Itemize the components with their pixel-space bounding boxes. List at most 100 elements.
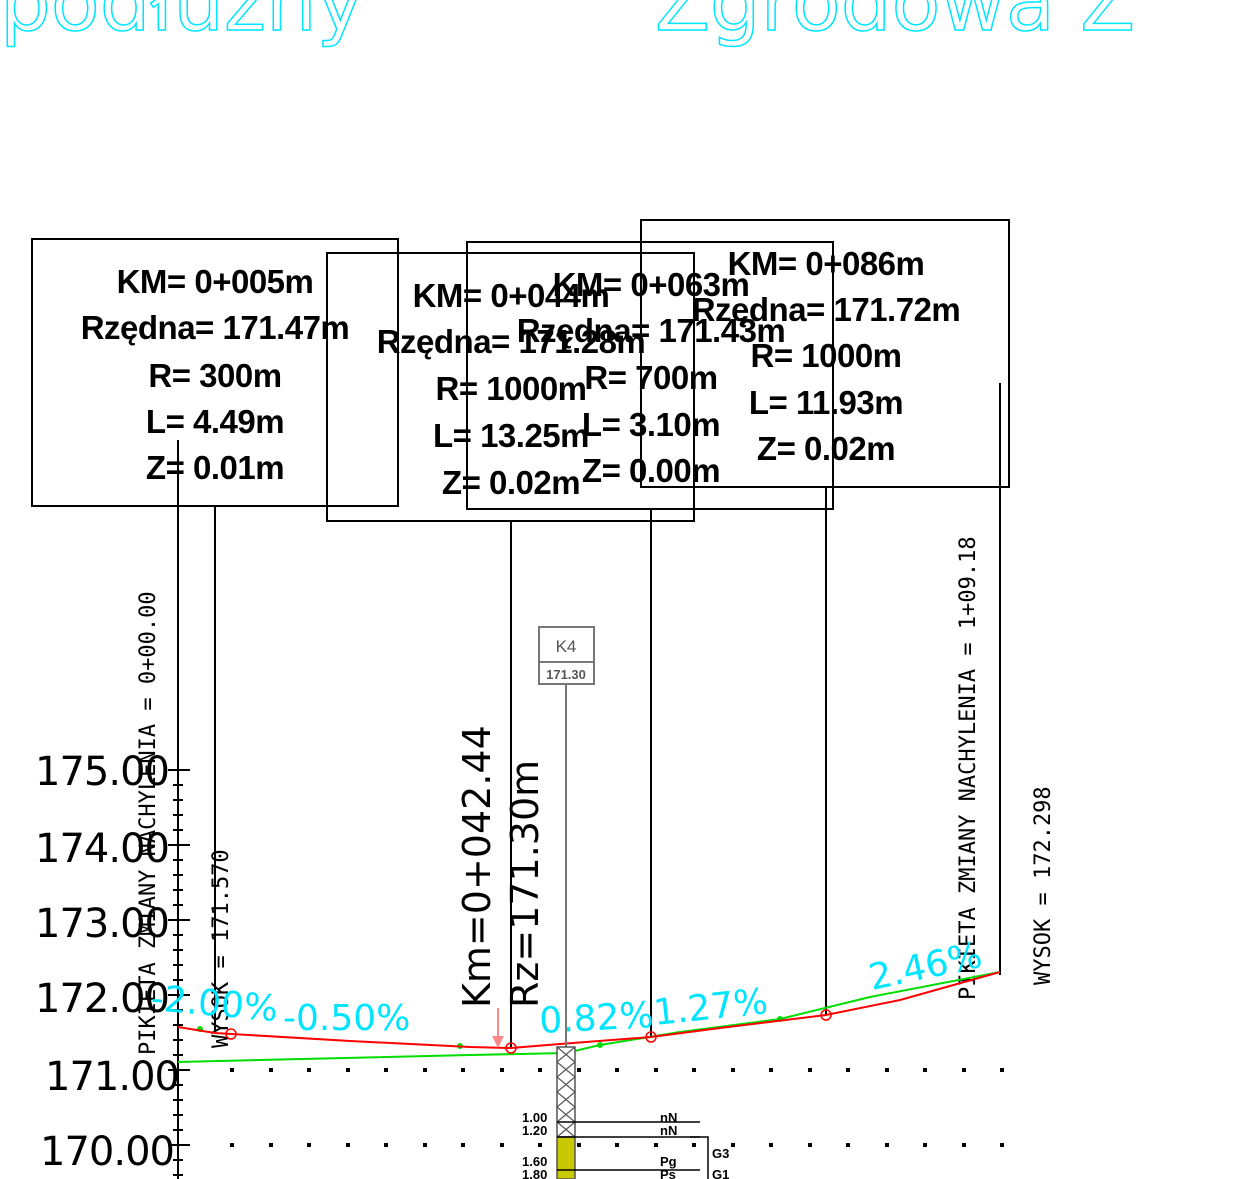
axis-label-175: 175.00 (35, 749, 169, 795)
lowpoint-rz-label: Rz=171.30m (503, 760, 547, 1008)
well-elevation: 171.30 (546, 667, 586, 682)
axis-label-170: 170.00 (40, 1129, 174, 1175)
curve-4-z: Z= 0.02m (757, 430, 895, 467)
borehole-column (556, 1046, 576, 1179)
curve-box-4-text: KM= 0+086m Rzędna= 171.72m R= 1000m L= 1… (692, 245, 961, 467)
design-grade-line (177, 971, 1001, 1050)
group-bracket (690, 1136, 709, 1179)
grid-dot (384, 1143, 388, 1147)
grid-dot (577, 1068, 581, 1072)
title-left: podłużny (0, 0, 364, 49)
grid-dot (692, 1143, 696, 1147)
grid-dot (654, 1068, 658, 1072)
grid-dot (577, 1143, 581, 1147)
grid-dot (269, 1068, 273, 1072)
grade-vertex (505, 1042, 517, 1054)
curve-3-rzedna: Rzędna= 171.43m (517, 312, 786, 349)
grid-dot (1000, 1143, 1004, 1147)
curve-1-radius: R= 300m (148, 357, 281, 394)
grid-dot (346, 1143, 350, 1147)
curve-box-2 (326, 252, 695, 522)
slope-label-2: -0.50% (283, 998, 410, 1039)
start-station-label: PIKIETA ZMIANY NACHYLENIA = 0+00.00 (136, 591, 161, 1055)
grid-dot (923, 1068, 927, 1072)
slope-label-1: -2.00% (149, 978, 279, 1030)
lowpoint-arrow-head (492, 1036, 504, 1048)
curve-3-length: L= 3.10m (582, 406, 720, 443)
terrain-point (597, 1042, 603, 1048)
grid-dots (230, 1068, 1004, 1147)
curve-2-length: L= 13.25m (433, 417, 589, 454)
curve-box-1 (31, 238, 399, 507)
curve-box-3-text: KM= 0+063m Rzędna= 171.43m R= 700m L= 3.… (517, 266, 786, 489)
curve-4-length: L= 11.93m (749, 384, 903, 421)
grid-dot (808, 1068, 812, 1072)
end-elevation-label: WYSOK = 172.298 (1031, 786, 1056, 985)
grid-dot (846, 1143, 850, 1147)
group-label: G3 (712, 1146, 729, 1161)
end-station-label: PIKIETA ZMIANY NACHYLENIA = 1+09.18 (956, 536, 981, 1000)
axis-label-174: 174.00 (35, 826, 169, 872)
grid-dot (962, 1068, 966, 1072)
slope-label-4: 1.27% (652, 981, 770, 1034)
layer-depth: 1.00 (522, 1110, 547, 1125)
curve-1-km: KM= 0+005m (117, 263, 314, 300)
lowpoint-km-label: Km=0+042.44 (455, 725, 499, 1008)
axis-ticks (168, 769, 190, 1176)
group-label: G1 (712, 1167, 729, 1179)
grid-dot (461, 1068, 465, 1072)
curve-2-z: Z= 0.02m (442, 464, 580, 501)
grid-dot (615, 1143, 619, 1147)
grid-dot (461, 1143, 465, 1147)
grid-dot (885, 1068, 889, 1072)
axis-labels: 175.00 174.00 173.00 172.00 171.00 170.0… (35, 749, 180, 1175)
curve-box-1-text: KM= 0+005m Rzędna= 171.47m R= 300m L= 4.… (81, 263, 350, 486)
grid-dot (769, 1143, 773, 1147)
grid-dot (269, 1143, 273, 1147)
grid-dot (692, 1068, 696, 1072)
grid-dot (885, 1143, 889, 1147)
layer-depth: 1.60 (522, 1154, 547, 1169)
curve-4-rzedna: Rzędna= 171.72m (692, 291, 961, 328)
grid-dot (846, 1068, 850, 1072)
start-elevation-label: WYSOK = 171.570 (209, 849, 234, 1048)
grid-dot (423, 1068, 427, 1072)
grid-dot (923, 1143, 927, 1147)
curve-box-4 (640, 219, 1010, 488)
layer-code: nN (660, 1110, 677, 1125)
grid-dot (423, 1143, 427, 1147)
curve-4-radius: R= 1000m (750, 337, 901, 374)
layer-code: Pg (660, 1154, 677, 1169)
grid-dot (500, 1143, 504, 1147)
slope-label-3: 0.82% (538, 995, 654, 1042)
axis-label-171: 171.00 (45, 1054, 179, 1100)
curve-3-km: KM= 0+063m (553, 266, 750, 303)
well-name: K4 (556, 637, 577, 656)
curve-2-rzedna: Rzędna= 171.28m (377, 323, 646, 360)
well-label-box (538, 626, 595, 663)
grid-dot (500, 1068, 504, 1072)
grade-vertex (820, 1009, 832, 1021)
grade-vertex (645, 1031, 657, 1043)
curve-2-radius: R= 1000m (435, 370, 586, 407)
grid-dot (307, 1143, 311, 1147)
curve-box-2-text: KM= 0+044m Rzędna= 171.28m R= 1000m L= 1… (377, 277, 646, 501)
grid-dot (654, 1143, 658, 1147)
grid-dot (769, 1068, 773, 1072)
curve-1-rzedna: Rzędna= 171.47m (81, 309, 350, 346)
title-right: Zgrodowa Z (655, 0, 1135, 49)
curve-2-km: KM= 0+044m (413, 277, 610, 314)
axis-label-172: 172.00 (35, 976, 169, 1022)
curve-3-radius: R= 700m (584, 359, 717, 396)
curve-1-length: L= 4.49m (146, 403, 284, 440)
grid-dot (962, 1143, 966, 1147)
layer-code: Ps (660, 1167, 676, 1179)
grid-dot (731, 1068, 735, 1072)
grid-dot (230, 1143, 234, 1147)
curve-3-z: Z= 0.00m (582, 452, 720, 489)
grid-dot (1000, 1068, 1004, 1072)
curve-4-km: KM= 0+086m (728, 245, 925, 282)
grid-dot (384, 1068, 388, 1072)
axis-label-173: 173.00 (35, 901, 169, 947)
